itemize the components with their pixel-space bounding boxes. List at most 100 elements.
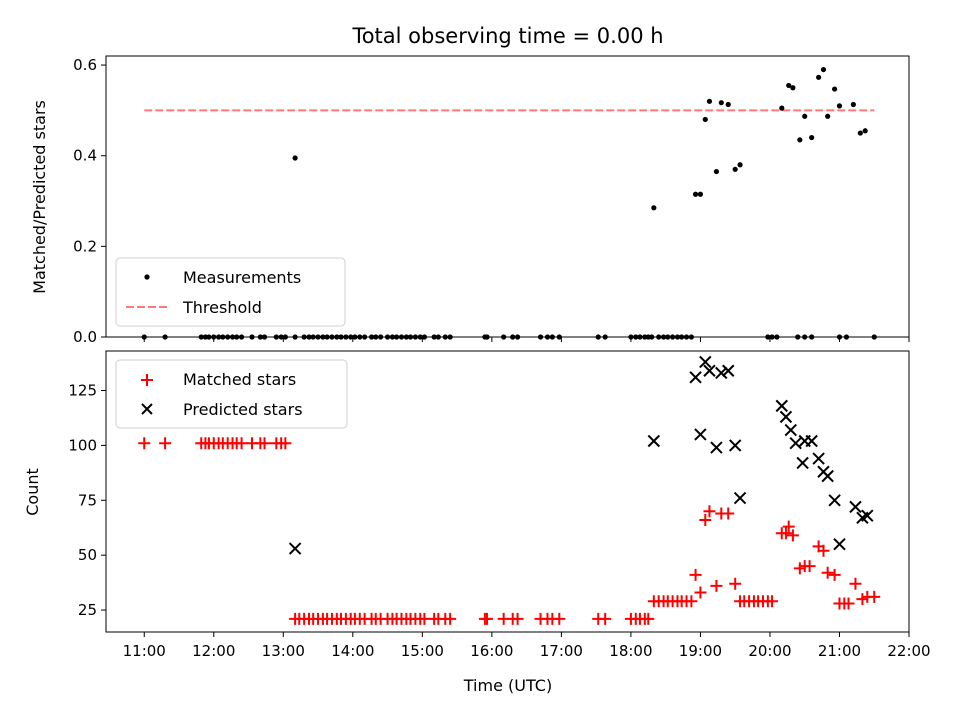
- predicted-star-point: [861, 509, 874, 522]
- bottom-y-axis-label: Count: [23, 468, 42, 516]
- matched-star-point: [842, 597, 855, 610]
- legend-matched-marker: [141, 374, 153, 386]
- top-y-tick-label: 0.2: [73, 237, 97, 255]
- measurement-point: [786, 82, 792, 89]
- measurement-point: [713, 168, 720, 175]
- matched-star-point: [480, 612, 493, 625]
- top-plot: 0.0 0.2 0.4 0.6: [73, 55, 910, 346]
- measurement-point: [692, 191, 699, 197]
- measurement-point: [820, 66, 827, 73]
- measurement-point: [697, 191, 704, 197]
- x-tick-label: 16:00: [470, 642, 513, 660]
- matched-star-point: [279, 437, 292, 450]
- measurement-point: [779, 105, 785, 111]
- measurement-point: [825, 113, 831, 119]
- measurement-point: [292, 155, 298, 161]
- predicted-star-point: [775, 399, 788, 413]
- measurement-point: [702, 116, 708, 123]
- bottom-legend: Matched stars Predicted stars: [115, 359, 348, 429]
- x-tick-label: 13:00: [262, 642, 305, 660]
- measurement-point: [706, 98, 713, 104]
- top-plot-frame: [105, 55, 910, 338]
- x-axis-label: Time (UTC): [463, 676, 552, 695]
- x-tick-label: 18:00: [609, 642, 652, 660]
- bottom-y-tick-label: 100: [68, 436, 97, 454]
- matched-star-point: [444, 612, 457, 625]
- matched-star-point: [703, 505, 716, 518]
- matched-star-point: [159, 437, 172, 450]
- legend-predicted-marker: [141, 403, 153, 415]
- measurement-point: [809, 134, 815, 141]
- top-y-axis-label: Matched/Predicted stars: [30, 100, 49, 294]
- measurement-point: [836, 103, 843, 109]
- legend-threshold-label: Threshold: [182, 298, 262, 317]
- top-y-tick-label: 0.6: [73, 56, 97, 74]
- top-legend: Measurements Threshold: [115, 257, 346, 327]
- top-y-tick-label: 0.0: [73, 328, 97, 346]
- matched-star-point: [642, 612, 655, 625]
- matched-star-point: [868, 590, 881, 603]
- predicted-star-point: [779, 410, 793, 424]
- matched-star-point: [817, 544, 830, 557]
- bottom-plot-frame: [105, 350, 910, 633]
- matched-star-point: [786, 529, 799, 542]
- predicted-star-point: [849, 500, 862, 514]
- predicted-star-point: [689, 371, 702, 384]
- matched-star-point: [779, 527, 792, 540]
- x-tick-label: 12:00: [192, 642, 235, 660]
- matched-star-point: [710, 579, 723, 592]
- x-tick-label: 22:00: [887, 642, 930, 660]
- measurement-point: [797, 137, 803, 143]
- predicted-star-point: [694, 428, 707, 441]
- matched-star-point: [766, 595, 779, 608]
- predicted-star-point: [796, 456, 809, 470]
- measurement-point: [651, 205, 657, 211]
- measurement-point: [718, 100, 724, 106]
- measurement-point: [732, 166, 738, 172]
- predicted-star-point: [733, 491, 747, 505]
- matched-star-point: [689, 568, 702, 581]
- matched-star-point: [235, 437, 248, 450]
- matched-star-point: [511, 612, 524, 625]
- predicted-star-point: [703, 364, 716, 377]
- bottom-legend-box: [115, 359, 348, 429]
- matched-star-point: [258, 437, 271, 450]
- chart-title: Total observing time = 0.00 h: [351, 24, 663, 48]
- x-tick-label: 20:00: [748, 642, 791, 660]
- legend-matched-label: Matched stars: [183, 370, 296, 389]
- predicted-star-point: [710, 441, 723, 454]
- top-y-tick-label: 0.4: [73, 147, 97, 165]
- measurement-point: [737, 162, 743, 168]
- predicted-star-point: [722, 364, 735, 377]
- measurement-point: [862, 128, 868, 134]
- predicted-star-point: [821, 469, 834, 483]
- predicted-star-point: [805, 434, 818, 448]
- x-tick-label: 21:00: [818, 642, 861, 660]
- predicted-star-point: [812, 452, 825, 465]
- matched-star-point: [138, 437, 151, 450]
- x-tick-label: 19:00: [679, 642, 722, 660]
- legend-measurements-label: Measurements: [183, 268, 301, 287]
- bottom-y-tick-label: 50: [78, 546, 97, 564]
- matched-star-point: [699, 514, 712, 527]
- matched-star-point: [694, 586, 707, 599]
- measurement-point: [857, 130, 863, 136]
- matched-star-point: [685, 595, 698, 608]
- matched-star-point: [553, 612, 566, 625]
- matched-star-point: [821, 566, 834, 579]
- predicted-star-point: [728, 439, 742, 452]
- matched-star-point: [782, 520, 795, 533]
- measurement-point: [790, 85, 796, 91]
- predicted-star-point: [828, 494, 841, 507]
- measurement-point: [850, 101, 856, 108]
- measurement-point: [725, 101, 731, 108]
- x-tick-label: 14:00: [331, 642, 374, 660]
- matched-star-point: [803, 560, 816, 573]
- measurement-point: [816, 74, 822, 80]
- measurement-point: [802, 113, 808, 119]
- matched-star-point: [828, 568, 841, 581]
- matched-star-point: [849, 577, 862, 590]
- matched-star-point: [599, 612, 612, 625]
- matched-star-point: [722, 507, 735, 520]
